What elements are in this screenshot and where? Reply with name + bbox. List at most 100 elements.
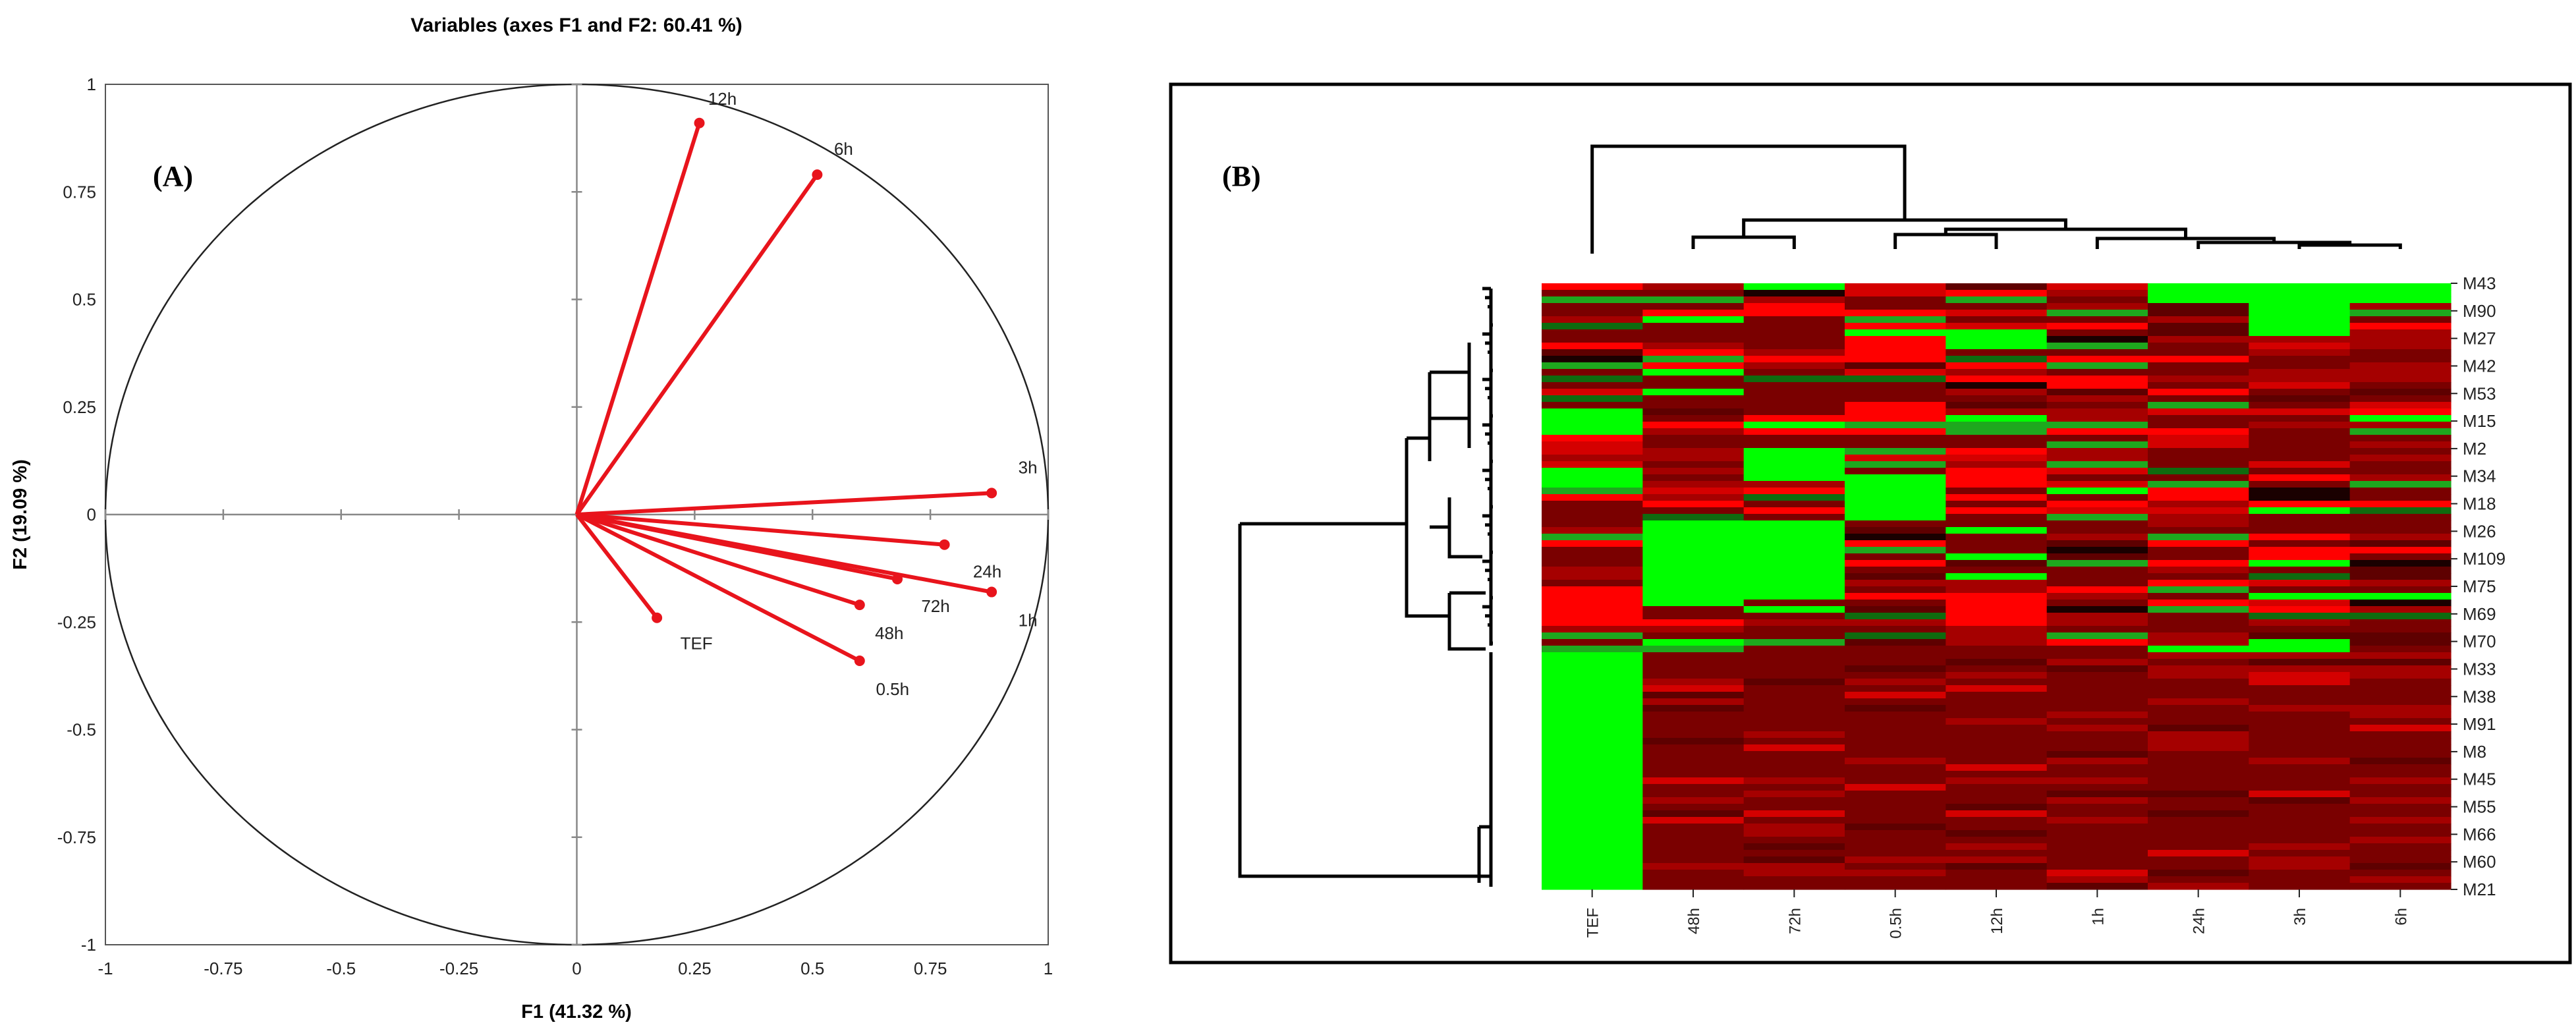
- heatmap-cell: [1542, 494, 1643, 501]
- y-tick-label: 1: [87, 74, 96, 94]
- vector-label-TEF: TEF: [681, 634, 713, 654]
- heatmap-cell: [2046, 336, 2148, 343]
- heatmap-cell: [1845, 600, 1946, 607]
- heatmap-cell: [1642, 791, 1745, 798]
- heatmap-cell: [1845, 672, 1946, 679]
- heatmap-cell: [1642, 830, 1745, 837]
- heatmap-cell: [2349, 303, 2451, 310]
- heatmap-cell: [1845, 580, 1946, 587]
- heatmap-cell: [2249, 296, 2351, 304]
- heatmap-cell: [1642, 810, 1745, 818]
- row-label-M38: M38: [2463, 686, 2496, 706]
- heatmap-cell: [1946, 685, 2048, 692]
- heatmap-cell: [1845, 646, 1946, 653]
- heatmap-cell: [1743, 824, 1845, 831]
- heatmap-cell: [1542, 474, 1643, 482]
- heatmap-cell: [2046, 376, 2148, 383]
- heatmap-cell: [2349, 586, 2451, 594]
- heatmap-cell: [2046, 461, 2148, 468]
- heatmap-cell: [2349, 613, 2451, 620]
- heatmap-cell: [2046, 843, 2148, 851]
- heatmap-cell: [1946, 876, 2048, 883]
- heatmap-cell: [1642, 613, 1745, 620]
- vector-label-72h: 72h: [921, 596, 949, 616]
- heatmap-cell: [2249, 441, 2351, 449]
- heatmap-cell: [2349, 685, 2451, 692]
- heatmap-cell: [1642, 751, 1745, 758]
- heatmap-cell: [2046, 303, 2148, 310]
- heatmap-cell: [1642, 777, 1745, 785]
- row-label-M90: M90: [2463, 301, 2496, 321]
- heatmap-cell: [1845, 468, 1946, 475]
- heatmap-cell: [1743, 843, 1845, 851]
- heatmap-cell: [1542, 639, 1643, 646]
- heatmap-cell: [1542, 349, 1643, 356]
- heatmap-cell: [1743, 534, 1845, 541]
- row-label-M33: M33: [2463, 659, 2496, 679]
- heatmap-cell: [1845, 830, 1946, 837]
- heatmap-cell: [1542, 343, 1643, 350]
- heatmap-cell: [2148, 883, 2249, 890]
- heatmap-cell: [2349, 316, 2451, 323]
- heatmap-cell: [1743, 883, 1845, 890]
- vector-point-12h: [694, 117, 705, 128]
- heatmap-cell: [2046, 455, 2148, 462]
- heatmap-cell: [2249, 856, 2351, 864]
- heatmap-cell: [1642, 389, 1745, 396]
- heatmap-cell: [1642, 356, 1745, 363]
- heatmap-cell: [1642, 494, 1745, 501]
- heatmap-cell: [1946, 659, 2048, 666]
- heatmap-cell: [2249, 349, 2351, 356]
- heatmap-cell: [1946, 435, 2048, 442]
- heatmap-cell: [1743, 356, 1845, 363]
- heatmap-cell: [2349, 527, 2451, 534]
- heatmap-cell: [2349, 323, 2451, 330]
- heatmap-cell: [2148, 573, 2249, 580]
- heatmap-cell: [1642, 771, 1745, 778]
- heatmap-cell: [1845, 494, 1946, 501]
- heatmap-cell: [1946, 646, 2048, 653]
- heatmap-cell: [1642, 758, 1745, 765]
- x-tick-label: 0: [572, 959, 581, 978]
- heatmap-cell: [2046, 580, 2148, 587]
- heatmap-row-labels: M43 M90 M27 M42 M53 M15 M2 M34 M18 M26 M109 M75 M69 M…: [2451, 273, 2506, 899]
- heatmap-cell: [1946, 323, 2048, 330]
- pca-panel: Variables (axes F1 and F2: 60.41 %) -1 -0…: [10, 14, 1053, 1022]
- heatmap-cell: [1542, 362, 1643, 370]
- heatmap-cell: [1642, 362, 1745, 370]
- heatmap-cell: [2349, 362, 2451, 370]
- heatmap-cell: [1642, 870, 1745, 877]
- heatmap-cell: [1542, 323, 1643, 330]
- heatmap-cell: [1642, 883, 1745, 890]
- heatmap-cell: [2148, 507, 2249, 515]
- heatmap-cell: [2249, 567, 2351, 574]
- heatmap-cell: [1946, 428, 2048, 435]
- vector-point-72h: [892, 573, 903, 584]
- row-label-M45: M45: [2463, 769, 2496, 789]
- heatmap-cell: [1542, 356, 1643, 363]
- heatmap-cell: [2046, 593, 2148, 600]
- heatmap-cell: [2249, 389, 2351, 396]
- heatmap-cell: [2249, 837, 2351, 844]
- heatmap-cell: [2349, 343, 2451, 350]
- heatmap-panel: (B) M43 M90 M27 M42 M53 M15 M2 M34 M18 M26 M109 M75…: [1169, 82, 2572, 965]
- heatmap-cell: [2249, 797, 2351, 804]
- heatmap-cell: [1642, 646, 1745, 653]
- heatmap-cell: [2249, 415, 2351, 422]
- heatmap-cell: [2249, 771, 2351, 778]
- heatmap-cell: [1946, 804, 2048, 811]
- heatmap-cell: [1743, 573, 1845, 580]
- heatmap-cell: [1542, 738, 1643, 745]
- heatmap-cell: [2349, 540, 2451, 547]
- heatmap-cell: [1743, 494, 1845, 501]
- heatmap-cell: [1845, 316, 1946, 323]
- heatmap-cell: [2046, 573, 2148, 580]
- heatmap-cell: [1642, 824, 1745, 831]
- heatmap-cell: [1743, 296, 1845, 304]
- row-label-M2: M2: [2463, 439, 2486, 459]
- heatmap-cell: [2148, 422, 2249, 429]
- heatmap-cell: [2249, 692, 2351, 699]
- heatmap-cell: [1542, 797, 1643, 804]
- heatmap-cell: [1542, 751, 1643, 758]
- heatmap-cell: [1642, 672, 1745, 679]
